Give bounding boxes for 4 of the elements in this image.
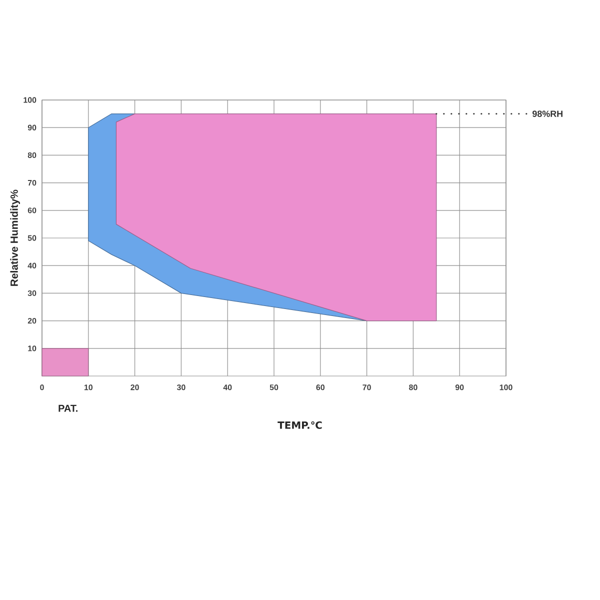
x-axis-title: TEMP.℃ (278, 421, 322, 429)
ref-line-label: 98%RH (532, 110, 562, 117)
text: PAT. (58, 404, 78, 412)
y-axis-title: Relative Humidity% (10, 190, 20, 286)
